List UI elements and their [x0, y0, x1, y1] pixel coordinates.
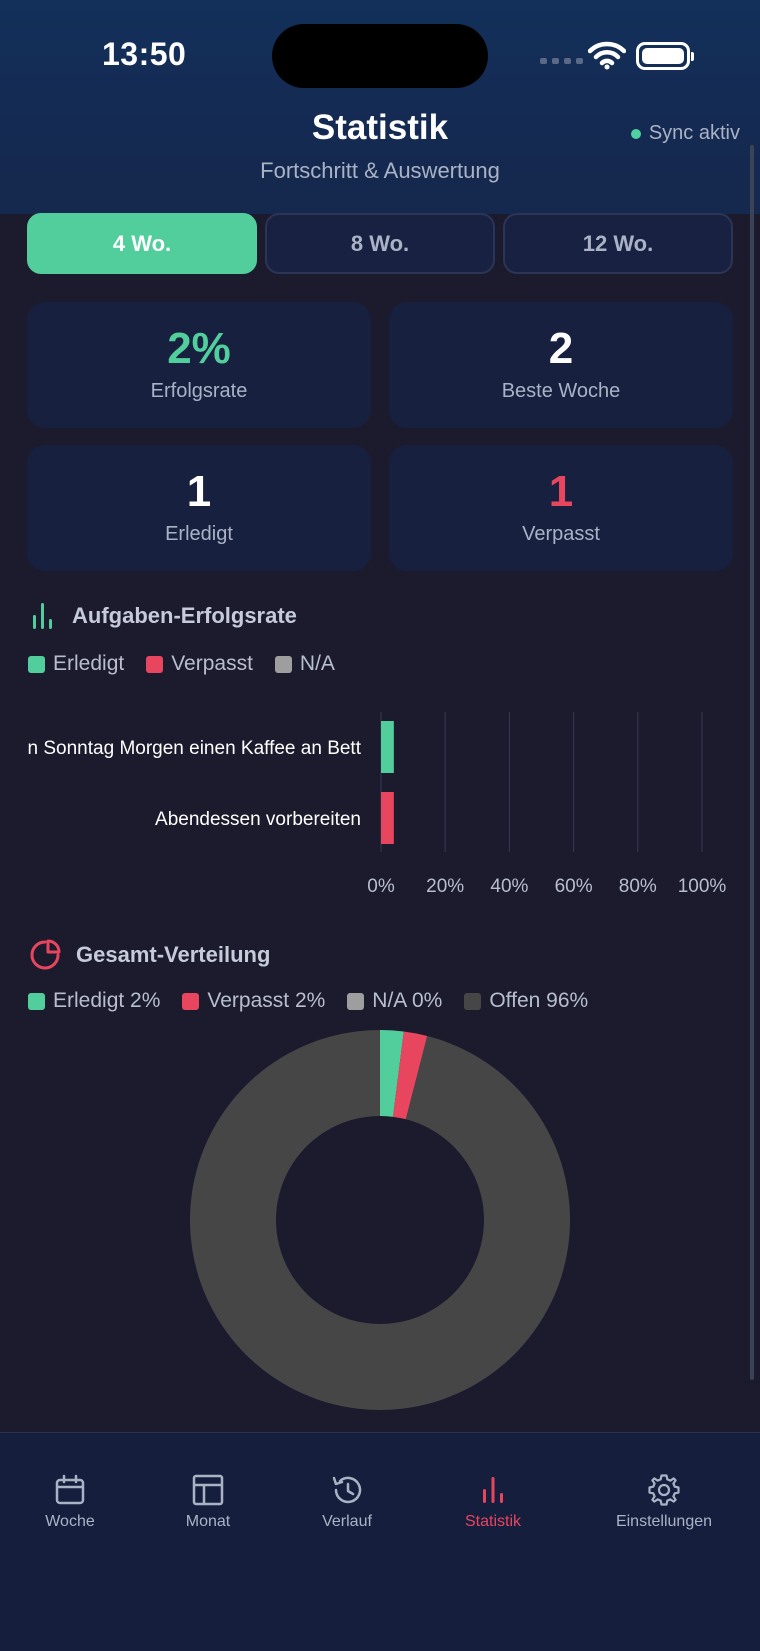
tab-monat[interactable]: Monat: [138, 1473, 278, 1531]
stat-label: Verpasst: [522, 523, 600, 545]
legend-item-na: N/A 0%: [347, 989, 442, 1013]
status-time: 13:50: [102, 36, 187, 72]
scrollbar[interactable]: [750, 145, 754, 1380]
bar-chart-icon: [33, 603, 52, 629]
stat-label: Erfolgsrate: [150, 380, 248, 402]
x-tick-label: 80%: [619, 876, 657, 897]
stat-card-done: 1 Erledigt: [27, 445, 371, 571]
distribution-title: Gesamt-Verteilung: [76, 942, 271, 967]
stat-value: 2%: [167, 324, 231, 373]
category-label: n Sonntag Morgen einen Kaffee an Bett: [28, 738, 362, 759]
tab-label: Woche: [45, 1513, 95, 1530]
period-selector: 4 Wo. 8 Wo. 12 Wo.: [27, 213, 733, 274]
legend-item-done: Erledigt 2%: [28, 989, 160, 1013]
sync-dot-icon: [630, 128, 641, 139]
calendar-icon: [55, 1474, 85, 1505]
task-chart-legend: Erledigt Verpasst N/A: [28, 652, 335, 676]
x-tick-label: 0%: [367, 876, 395, 897]
distribution-donut-chart: [190, 1030, 570, 1410]
gear-icon: [648, 1474, 680, 1506]
bar: [381, 792, 394, 844]
stat-card-success-rate: 2% Erfolgsrate: [27, 302, 371, 428]
sync-status: Sync aktiv: [630, 122, 740, 145]
x-tick-label: 40%: [490, 876, 528, 897]
stat-value: 1: [186, 467, 212, 516]
history-icon: [332, 1476, 362, 1504]
stat-card-missed: 1 Verpasst: [389, 445, 733, 571]
tab-statistik[interactable]: Statistik: [423, 1473, 563, 1531]
period-8-weeks[interactable]: 8 Wo.: [265, 213, 495, 274]
x-tick-label: 20%: [426, 876, 464, 897]
task-chart-title: Aufgaben-Erfolgsrate: [72, 603, 297, 628]
donut-slice: [393, 1031, 428, 1120]
legend-item-done: Erledigt: [28, 652, 124, 676]
x-tick-label: 100%: [678, 876, 727, 897]
layout-icon: [192, 1474, 224, 1506]
battery-icon: [636, 42, 694, 70]
sync-label: Sync aktiv: [648, 122, 740, 144]
bar: [381, 721, 394, 773]
legend-item-open: Offen 96%: [464, 989, 588, 1013]
period-4-weeks[interactable]: 4 Wo.: [27, 213, 257, 274]
tab-label: Statistik: [464, 1513, 521, 1530]
bar-chart-icon: [483, 1477, 503, 1503]
stat-card-best-week: 2 Beste Woche: [389, 302, 733, 428]
stat-value: 2: [548, 324, 574, 373]
legend-item-na: N/A: [274, 652, 335, 676]
distribution-legend: Erledigt 2% Verpasst 2% N/A 0% Offen 96%: [28, 989, 588, 1013]
task-chart-heading: Aufgaben-Erfolgsrate: [28, 601, 297, 631]
tab-verlauf[interactable]: Verlauf: [277, 1473, 417, 1531]
tab-label: Einstellungen: [615, 1513, 713, 1530]
tab-woche[interactable]: Woche: [0, 1473, 140, 1531]
page-subtitle: Fortschritt & Auswertung: [260, 158, 500, 183]
task-success-chart: 0% 20% 40% 60% 80% 100% n Sonntag Morgen einen…: [28, 712, 727, 897]
tab-label: Monat: [185, 1513, 231, 1530]
legend-item-missed: Verpasst: [146, 652, 253, 676]
wifi-icon: [588, 41, 626, 70]
category-label: Abendessen vorbereiten: [155, 809, 361, 830]
stat-label: Beste Woche: [501, 380, 621, 402]
distribution-heading: Gesamt-Verteilung: [28, 938, 270, 972]
page-title: Statistik: [311, 108, 449, 147]
tab-label: Verlauf: [322, 1513, 372, 1530]
tab-bar: Woche Monat Verlauf Statistik Einstellun…: [0, 1432, 760, 1651]
cellular-signal-icon: [540, 58, 583, 64]
header: 13:50 Statistik Fortschritt & Auswertung…: [0, 0, 760, 214]
donut-slice: [190, 1030, 570, 1410]
x-tick-label: 60%: [555, 876, 593, 897]
dynamic-island: [272, 24, 488, 88]
donut-slice: [380, 1030, 404, 1117]
legend-item-missed: Verpasst 2%: [182, 989, 325, 1013]
pie-chart-icon: [30, 939, 61, 970]
stat-value: 1: [548, 467, 574, 516]
stat-label: Erledigt: [165, 523, 233, 545]
tab-einstellungen[interactable]: Einstellungen: [594, 1473, 734, 1531]
period-12-weeks[interactable]: 12 Wo.: [503, 213, 733, 274]
